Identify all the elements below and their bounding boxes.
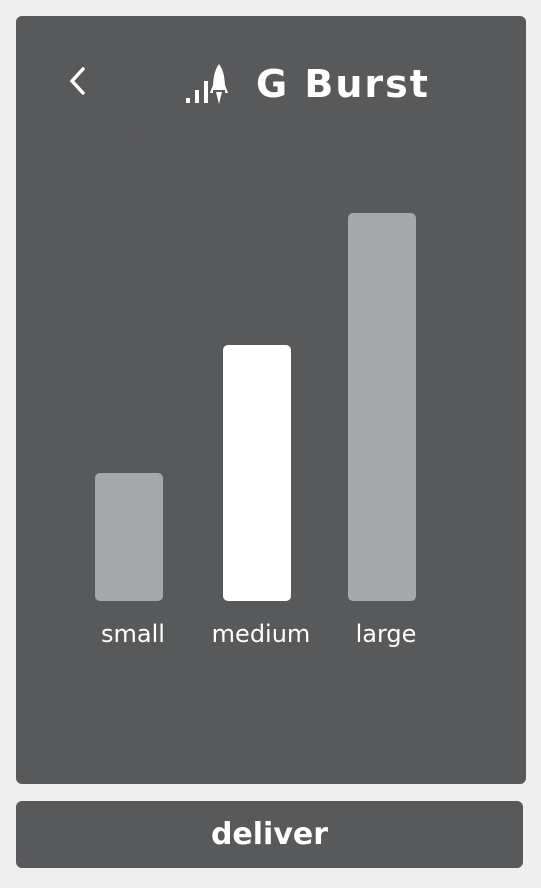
page-title: G Burst [256, 62, 430, 106]
chevron-left-icon [65, 61, 91, 101]
size-option-large[interactable]: large [326, 213, 446, 601]
size-option-small[interactable]: small [73, 213, 193, 601]
size-label-small: small [73, 620, 193, 648]
size-bar-medium [223, 345, 291, 601]
size-bar-small [95, 473, 163, 601]
size-option-medium[interactable]: medium [201, 213, 321, 601]
header: G Burst [186, 58, 430, 110]
deliver-button[interactable]: deliver [16, 801, 523, 868]
size-label-medium: medium [201, 620, 321, 648]
signal-rocket-icon [186, 63, 230, 105]
size-label-large: large [326, 620, 446, 648]
back-button[interactable] [16, 16, 139, 146]
size-bar-large [348, 213, 416, 601]
